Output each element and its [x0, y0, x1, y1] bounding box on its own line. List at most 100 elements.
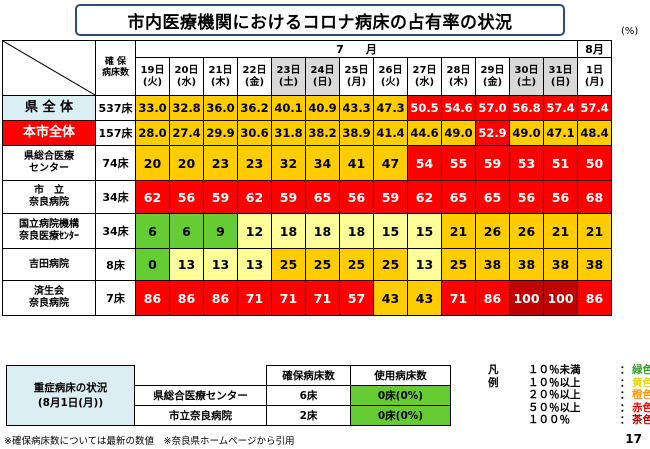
occupancy-cell: 13	[407, 248, 442, 281]
day-weekday: (金)	[244, 76, 265, 88]
day-header: 25日 (月)	[339, 57, 374, 96]
occupancy-cell: 38.9	[339, 120, 374, 146]
occupancy-cell: 27.4	[169, 120, 204, 146]
row-label: 本市全体	[2, 120, 96, 146]
occupancy-cell: 15	[407, 213, 442, 249]
occupancy-cell: 32	[271, 145, 306, 181]
legend-range: １０％以上	[528, 376, 581, 389]
table-row: 国立病院機構 奈良医療ｾﾝﾀｰ 34床 6 6 9 12 18 18 18 15 15 21 26 26 2…	[2, 213, 612, 249]
legend-separator: ：	[619, 364, 631, 376]
occupancy-cell: 68	[577, 180, 612, 214]
occupancy-cell: 25	[305, 248, 340, 281]
day-date: 23日	[276, 64, 301, 76]
occupancy-cell: 23	[203, 145, 238, 181]
occupancy-cell: 41.4	[373, 120, 408, 146]
severe-row-secured: 6床	[266, 385, 351, 406]
occupancy-cell: 71	[305, 280, 340, 316]
occupancy-cell: 26	[475, 213, 510, 249]
legend-range: １００％	[528, 414, 570, 426]
occupancy-cell: 62	[135, 180, 170, 214]
occupancy-cell: 28.0	[135, 120, 170, 146]
legend-color-name: 赤色	[632, 401, 650, 414]
legend-color-name: 黄色	[632, 376, 650, 389]
severe-label: 重症病床の状況 (8月1日(月))	[6, 365, 135, 426]
legend-separator: ：	[619, 401, 631, 414]
occupancy-cell: 47.3	[373, 95, 408, 121]
occupancy-cell: 50	[577, 145, 612, 181]
occupancy-cell: 21	[543, 213, 578, 249]
day-header: 1日 (月)	[577, 57, 612, 96]
legend-item: １０％未満 ：緑色	[528, 364, 650, 377]
occupancy-cell: 86	[203, 280, 238, 316]
occupancy-cell: 34	[305, 145, 340, 181]
occupancy-cell: 9	[203, 213, 238, 249]
occupancy-cell: 40.1	[271, 95, 306, 121]
severe-row-name: 市立奈良病院	[134, 405, 267, 426]
footnote: ※確保病床数については最新の数値 ※奈良県ホームページから引用	[4, 436, 295, 447]
occupancy-cell: 41	[339, 145, 374, 181]
occupancy-cell: 59	[373, 180, 408, 214]
day-weekday: (水)	[176, 76, 197, 88]
day-date: 22日	[242, 64, 267, 76]
day-weekday: (水)	[414, 76, 435, 88]
day-weekday: (土)	[516, 76, 537, 88]
occupancy-cell: 38	[543, 248, 578, 281]
occupancy-cell: 59	[271, 180, 306, 214]
month-july: 7 月	[135, 39, 578, 59]
occupancy-cell: 20	[169, 145, 204, 181]
table-row: 県総合医療 センター 74床 20 20 23 23 32 34 41 47 54 55 59 53 51 5…	[2, 145, 612, 181]
row-beds: 537床	[95, 95, 136, 121]
day-header: 30日 (土)	[509, 57, 544, 96]
occupancy-cell: 13	[169, 248, 204, 281]
occupancy-cell: 26	[509, 213, 544, 249]
legend-color-name: 緑色	[632, 364, 650, 376]
occupancy-cell: 62	[407, 180, 442, 214]
row-label: 済生会 奈良病院	[2, 280, 96, 316]
occupancy-cell: 43.3	[339, 95, 374, 121]
row-beds: 34床	[95, 213, 136, 249]
severe-row-used: 0床(0%)	[350, 385, 451, 406]
occupancy-table: 確 保 病床数 7 月 8月 19日 (火) 20日 (水) 21日 (木) 22日 (金) 2…	[2, 39, 612, 316]
occupancy-cell: 23	[237, 145, 272, 181]
occupancy-cell: 71	[237, 280, 272, 316]
row-label: 県総合医療 センター	[2, 145, 96, 181]
occupancy-cell: 6	[135, 213, 170, 249]
table-row: 市 立 奈良病院 34床 62 56 59 62 59 65 56 59 62 65 65 56 56 68	[2, 180, 612, 214]
occupancy-cell: 15	[373, 213, 408, 249]
day-weekday: (木)	[448, 76, 469, 88]
legend-separator: ：	[619, 414, 631, 426]
row-label: 吉田病院	[2, 248, 96, 281]
occupancy-cell: 25	[373, 248, 408, 281]
occupancy-cell: 59	[203, 180, 238, 214]
occupancy-cell: 56	[543, 180, 578, 214]
occupancy-cell: 32.8	[169, 95, 204, 121]
legend-separator: ：	[619, 376, 631, 389]
occupancy-cell: 29.9	[203, 120, 238, 146]
day-weekday: (日)	[550, 76, 571, 88]
legend-separator: ：	[619, 389, 631, 401]
legend-color-name: 茶色	[632, 414, 650, 426]
occupancy-cell: 43	[407, 280, 442, 316]
occupancy-cell: 71	[271, 280, 306, 316]
occupancy-cell: 57.4	[543, 95, 578, 121]
occupancy-cell: 25	[339, 248, 374, 281]
occupancy-cell: 40.9	[305, 95, 340, 121]
occupancy-cell: 57.0	[475, 95, 510, 121]
occupancy-cell: 44.6	[407, 120, 442, 146]
severe-row-used: 0床(0%)	[350, 405, 451, 426]
day-weekday: (日)	[312, 76, 333, 88]
table-row: 本市全体 157床 28.0 27.4 29.9 30.6 31.8 38.2 38.9 41.4…	[2, 120, 612, 146]
occupancy-cell: 25	[441, 248, 476, 281]
occupancy-cell: 52.9	[475, 120, 510, 146]
table-row: 県 全 体 537床 33.0 32.8 36.0 36.2 40.1 40.9 43.3 47.…	[2, 95, 612, 121]
occupancy-cell: 65	[475, 180, 510, 214]
occupancy-cell: 56.8	[509, 95, 544, 121]
occupancy-cell: 38.2	[305, 120, 340, 146]
unit-label: (%)	[621, 26, 639, 37]
occupancy-cell: 48.4	[577, 120, 612, 146]
day-weekday: (月)	[584, 76, 605, 88]
table-row: 済生会 奈良病院 7床 86 86 86 71 71 71 57 43 43 71 86 100 100 86	[2, 280, 612, 316]
day-date: 1日	[586, 64, 603, 76]
occupancy-cell: 43	[373, 280, 408, 316]
occupancy-cell: 100	[509, 280, 544, 316]
